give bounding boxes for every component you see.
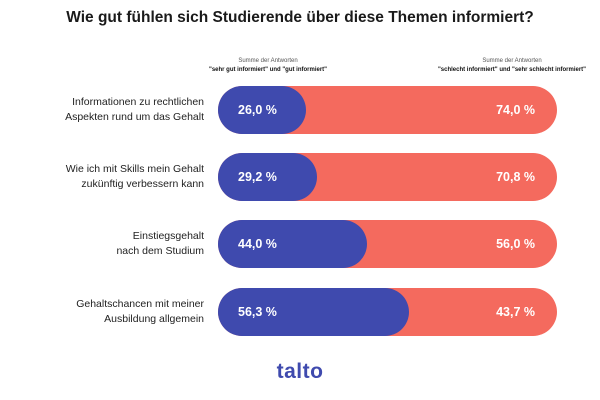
header-negative: Summe der Antworten "schlecht informiert… bbox=[412, 57, 600, 75]
category-label-line: Aspekten rund um das Gehalt bbox=[65, 111, 204, 123]
bar-segment-positive bbox=[218, 86, 306, 134]
value-label-negative: 74,0 % bbox=[496, 103, 535, 117]
header-positive-line2: "sehr gut informiert" und "gut informier… bbox=[208, 67, 328, 73]
stacked-bar: 29,2 % 70,8 % bbox=[218, 153, 557, 201]
category-label: Informationen zu rechtlichen Aspekten run… bbox=[10, 95, 204, 125]
talto-logo: talto bbox=[276, 360, 324, 383]
category-label: Gehaltschancen mit meiner Ausbildung allg… bbox=[10, 297, 204, 327]
value-label-negative: 70,8 % bbox=[496, 170, 535, 184]
value-label-positive: 26,0 % bbox=[238, 103, 277, 117]
chart-title: Wie gut fühlen sich Studierende über die… bbox=[66, 9, 534, 26]
category-label: Wie ich mit Skills mein Gehalt zukünftig … bbox=[10, 162, 204, 192]
header-negative-line2: "schlecht informiert" und "sehr schlecht… bbox=[437, 67, 587, 73]
value-label-positive: 44,0 % bbox=[238, 237, 277, 251]
bar-segment-positive bbox=[218, 288, 409, 336]
header-negative-line1: Summe der Antworten bbox=[482, 58, 542, 64]
category-label-line: Wie ich mit Skills mein Gehalt bbox=[65, 163, 204, 175]
category-label-line: zukünftig verbessern kann bbox=[81, 178, 204, 190]
category-label: Einstiegsgehalt nach dem Studium bbox=[10, 229, 204, 259]
stacked-bar: 56,3 % 43,7 % bbox=[218, 288, 557, 336]
category-label-line: Informationen zu rechtlichen bbox=[72, 96, 204, 108]
category-label-line: Einstiegsgehalt bbox=[132, 230, 204, 242]
value-label-negative: 56,0 % bbox=[496, 237, 535, 251]
value-label-positive: 56,3 % bbox=[238, 305, 277, 319]
category-label-line: Ausbildung allgemein bbox=[104, 313, 204, 325]
value-label-negative: 43,7 % bbox=[496, 305, 535, 319]
category-label-line: nach dem Studium bbox=[116, 245, 204, 257]
bar-segment-positive bbox=[218, 220, 367, 268]
header-positive-line1: Summe der Antworten bbox=[238, 58, 298, 64]
stacked-bar: 44,0 % 56,0 % bbox=[218, 220, 557, 268]
header-positive: Summe der Antworten "sehr gut informiert… bbox=[168, 57, 368, 75]
category-label-line: Gehaltschancen mit meiner bbox=[76, 298, 204, 310]
bar-segment-positive bbox=[218, 153, 317, 201]
value-label-positive: 29,2 % bbox=[238, 170, 277, 184]
stacked-bar: 26,0 % 74,0 % bbox=[218, 86, 557, 134]
